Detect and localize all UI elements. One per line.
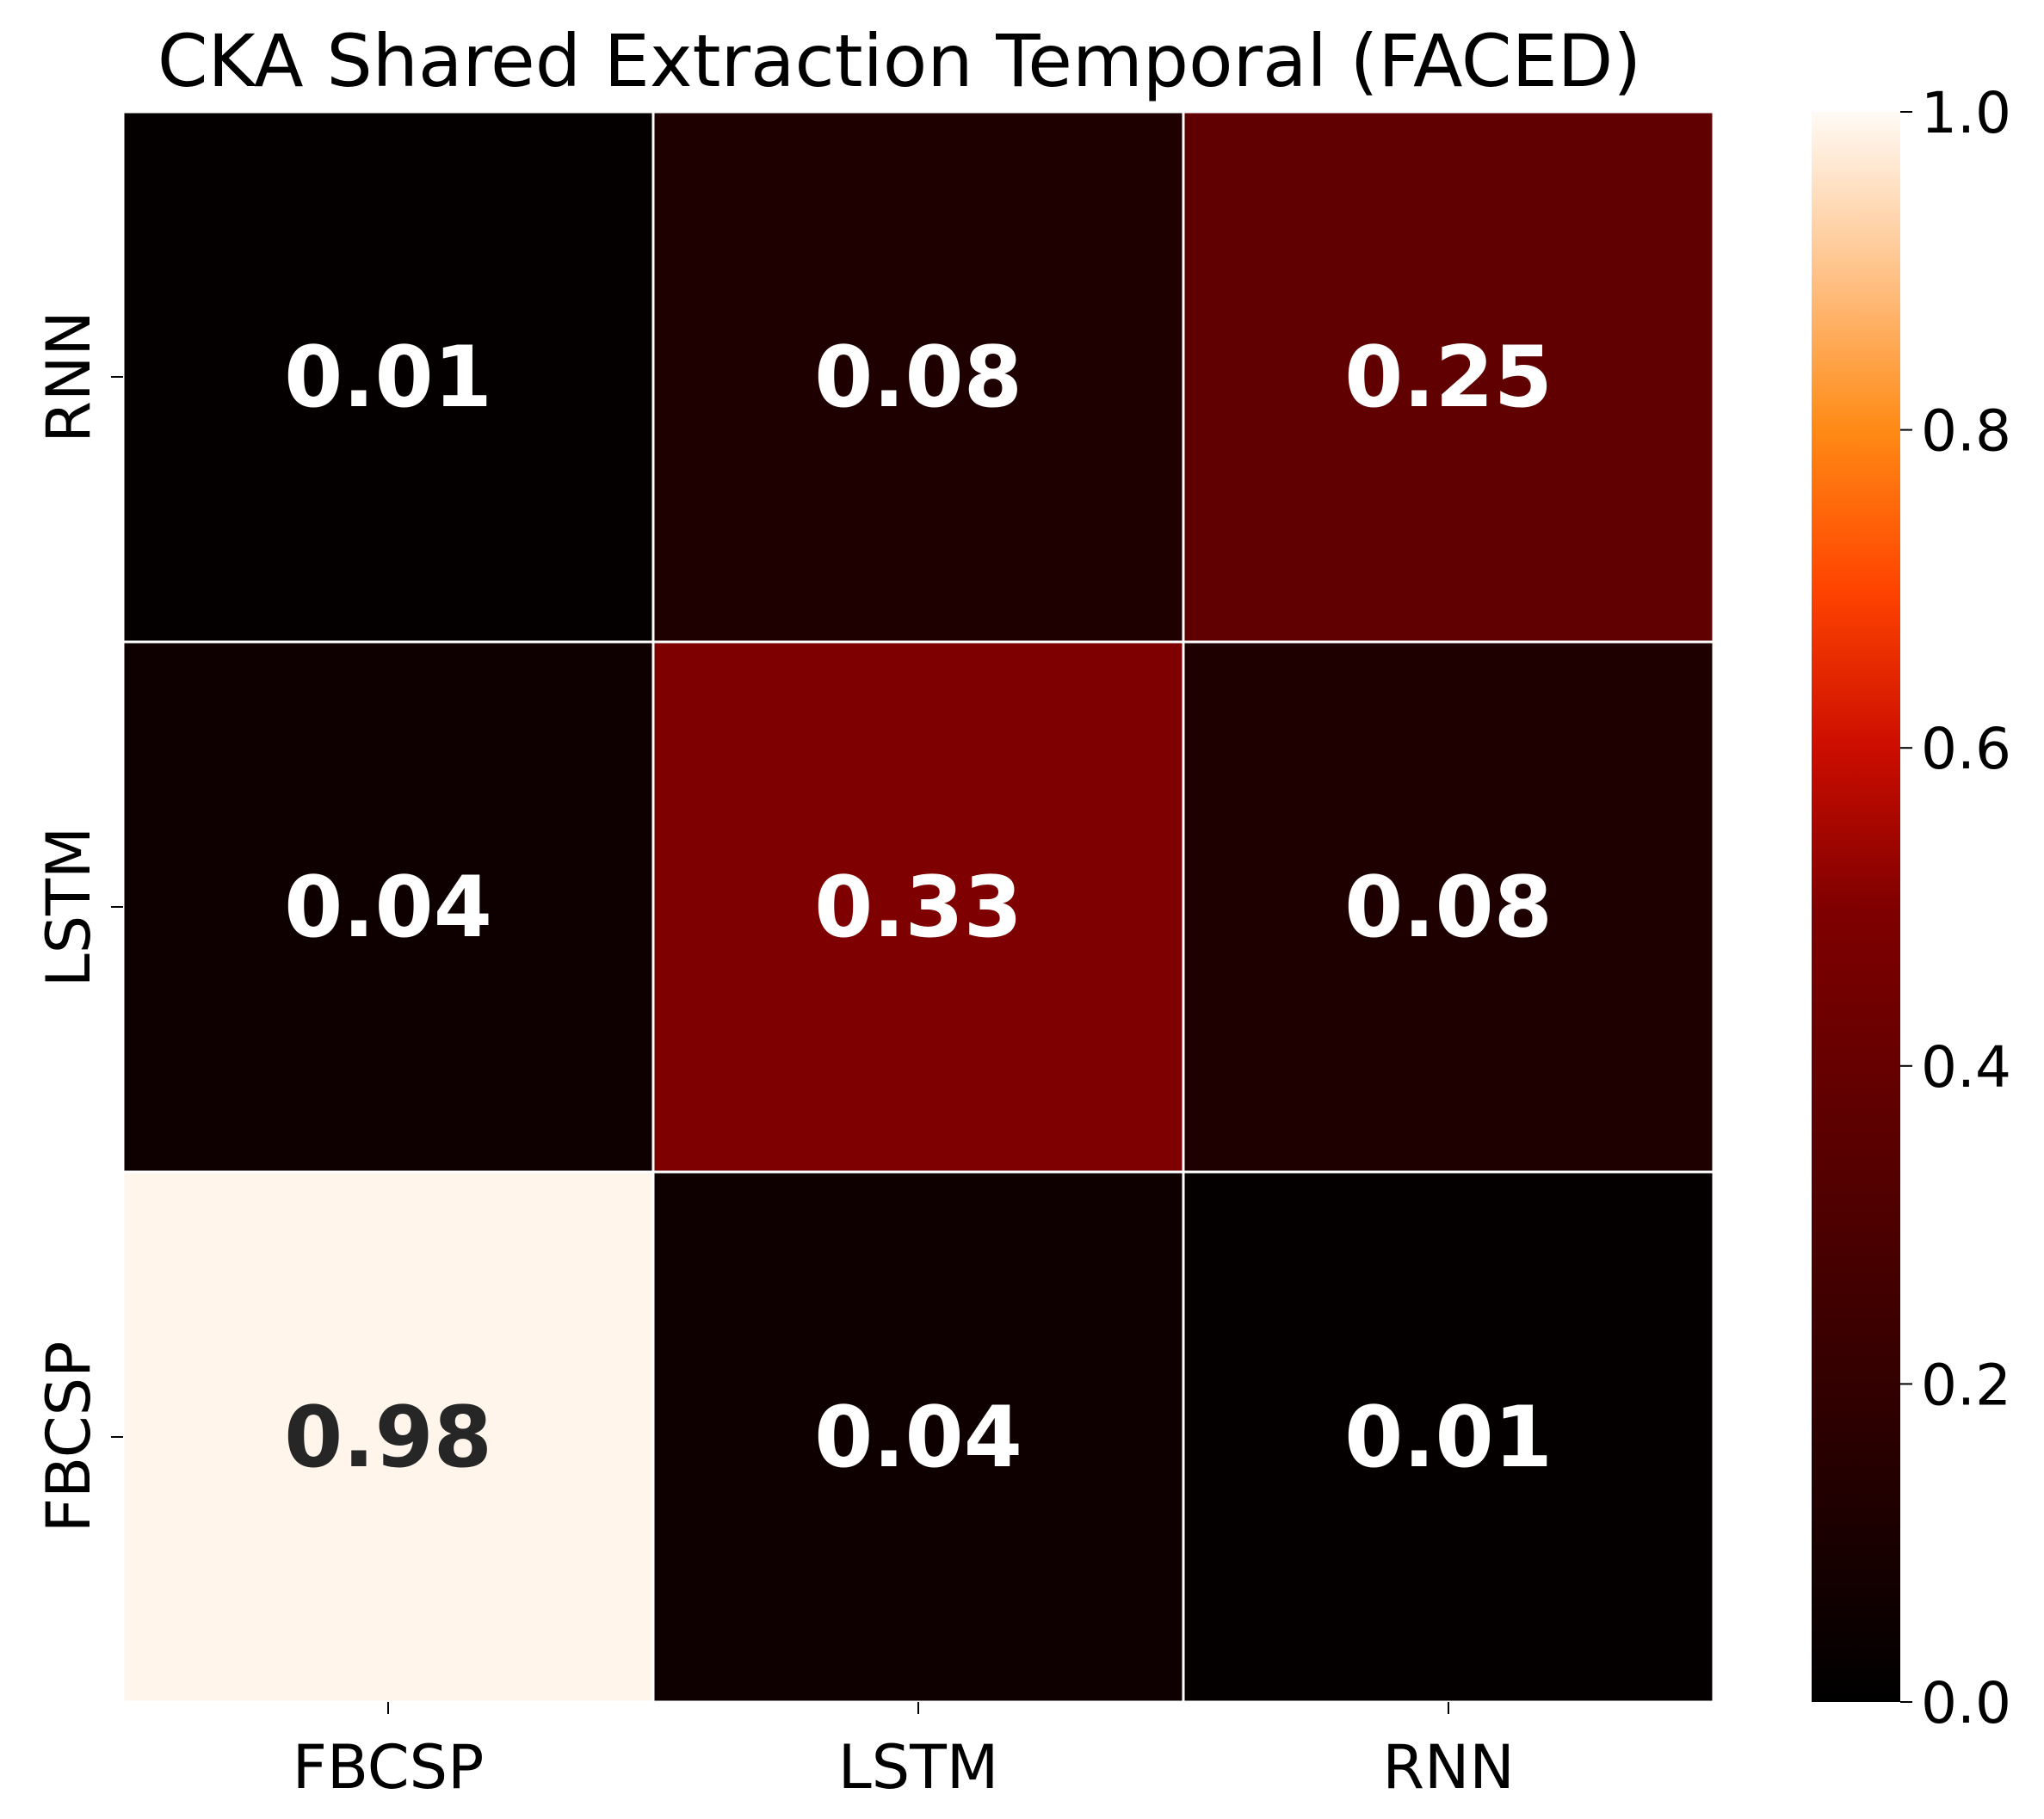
cell-value-label: 0.01 [1344, 1389, 1553, 1487]
heatmap-cell [1182, 640, 1715, 1174]
colorbar-tick-label: 0.6 [1921, 716, 2011, 782]
colorbar: 0.0 0.2 0.4 0.6 0.8 1.0 [1812, 80, 2011, 1736]
colorbar-tick-label: 0.4 [1921, 1034, 2011, 1101]
cell-value-label: 0.04 [814, 1389, 1022, 1487]
heatmap-cell [121, 640, 655, 1174]
x-tick-label: RNN [1382, 1732, 1514, 1803]
y-tick-label: LSTM [34, 827, 104, 988]
chart-title: CKA Shared Extraction Temporal (FACED) [157, 19, 1641, 103]
cell-value-label: 0.08 [1344, 859, 1553, 957]
y-tick-label: FBCSP [34, 1341, 104, 1533]
x-axis: FBCSP LSTM RNN [293, 1702, 1515, 1803]
y-axis: RNN LSTM FBCSP [34, 311, 123, 1532]
heatmap-cell [1182, 110, 1715, 644]
colorbar-tick-label: 1.0 [1921, 80, 2011, 146]
cell-value-label: 0.98 [284, 1389, 492, 1487]
colorbar-tick-label: 0.2 [1921, 1352, 2011, 1418]
heatmap-cell [121, 1170, 655, 1704]
cell-value-label: 0.01 [284, 329, 492, 427]
heatmap-cell-labels: 0.01 0.08 0.25 0.04 0.33 0.08 0.98 0.04 0.01 [284, 329, 1553, 1487]
colorbar-gradient [1812, 112, 1900, 1702]
cell-value-label: 0.33 [814, 859, 1022, 957]
heatmap-cell [651, 1170, 1185, 1704]
x-tick-label: FBCSP [293, 1732, 485, 1803]
heatmap-cell [651, 640, 1185, 1174]
heatmap-cells [121, 110, 1715, 1704]
x-tick-label: LSTM [838, 1732, 999, 1803]
cell-value-label: 0.25 [1344, 329, 1553, 427]
colorbar-tick-label: 0.8 [1921, 398, 2011, 465]
heatmap-cell [121, 110, 655, 644]
colorbar-tick-label: 0.0 [1921, 1670, 2011, 1736]
y-tick-label: RNN [34, 311, 104, 442]
cell-value-label: 0.04 [284, 859, 492, 957]
heatmap-cell [651, 110, 1185, 644]
cell-value-label: 0.08 [814, 329, 1022, 427]
